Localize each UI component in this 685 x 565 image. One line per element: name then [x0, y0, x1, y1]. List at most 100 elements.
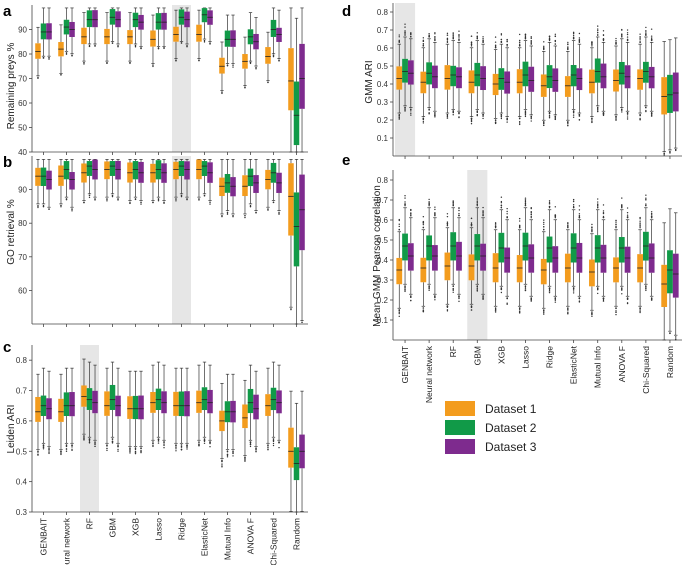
outlier-point: [494, 44, 497, 46]
box-e-lasso-dataset-1: [516, 217, 523, 314]
outlier-point: [626, 207, 629, 209]
box-body: [132, 161, 139, 180]
outlier-point: [543, 312, 545, 314]
outlier-point: [249, 443, 252, 446]
outlier-point: [482, 39, 484, 41]
box-body: [242, 175, 248, 197]
outlier-point: [650, 215, 653, 217]
outlier-point: [446, 224, 449, 226]
box-body: [594, 235, 601, 263]
outlier-point: [470, 45, 473, 47]
outlier-point: [482, 295, 484, 297]
outlier-point: [626, 216, 629, 218]
outlier-point: [404, 201, 406, 203]
box-b-gbm-dataset-1: [104, 159, 110, 202]
outlier-point: [278, 213, 280, 215]
outlier-point: [422, 223, 425, 226]
outlier-point: [37, 451, 39, 453]
outlier-point: [500, 117, 503, 120]
outlier-point: [404, 109, 406, 111]
outlier-point: [175, 446, 177, 449]
outlier-point: [518, 122, 521, 124]
outlier-point: [554, 43, 557, 45]
y-tick-label: 0.4: [377, 256, 389, 265]
x-tick-label: Lasso: [154, 518, 164, 541]
outlier-point: [675, 149, 677, 151]
box-b-xgb-dataset-3: [138, 159, 144, 205]
outlier-point: [650, 28, 653, 30]
outlier-point: [476, 288, 478, 290]
outlier-point: [572, 34, 575, 37]
outlier-point: [134, 448, 137, 451]
outlier-point: [88, 440, 91, 442]
outlier-point: [530, 217, 532, 219]
box-d-mutual-info-dataset-1: [589, 41, 595, 124]
outlier-point: [209, 442, 211, 444]
box-b-lasso-dataset-2: [155, 159, 162, 202]
outlier-point: [404, 33, 406, 35]
y-tick-label: 70: [18, 253, 27, 262]
box-d-anova-f-dataset-3: [624, 29, 631, 120]
outlier-point: [530, 36, 532, 38]
outlier-point: [597, 287, 599, 289]
outlier-point: [626, 39, 629, 42]
box-d-rf-dataset-1: [444, 32, 451, 119]
panel-c-y-axis-title: Leiden ARI: [6, 405, 17, 454]
outlier-point: [602, 300, 605, 302]
outlier-point: [663, 152, 665, 155]
outlier-point: [572, 110, 575, 112]
box-body: [600, 244, 607, 273]
outlier-point: [548, 290, 551, 292]
box-b-anova-f-dataset-3: [253, 159, 259, 214]
outlier-point: [94, 442, 96, 444]
outlier-point: [621, 206, 623, 209]
y-tick-label: 0.5: [377, 236, 389, 245]
outlier-point: [524, 111, 527, 114]
outlier-point: [60, 206, 62, 208]
outlier-point: [500, 202, 503, 204]
outlier-point: [543, 46, 545, 49]
outlier-point: [106, 200, 108, 202]
outlier-point: [255, 451, 257, 453]
box-d-lasso-dataset-2: [522, 33, 529, 118]
outlier-point: [106, 445, 108, 447]
box-a-random-dataset-1: [288, 7, 294, 153]
outlier-point: [71, 55, 73, 57]
outlier-point: [129, 449, 131, 451]
outlier-point: [530, 211, 532, 214]
x-tick-label: RF: [85, 518, 95, 529]
box-e-genbait-dataset-1: [396, 218, 403, 318]
box-e-anova-f-dataset-3: [624, 207, 631, 305]
outlier-point: [186, 46, 188, 48]
outlier-point: [645, 30, 647, 32]
outlier-point: [244, 216, 246, 219]
outlier-point: [591, 313, 593, 316]
box-plot-layer: 40 50 60 70 80 90 60 70 80 90 0.3 0.4 0.5 0.6 0.7 0.8 GE…: [16, 3, 682, 565]
outlier-point: [106, 62, 108, 65]
outlier-point: [404, 288, 406, 291]
outlier-point: [272, 55, 275, 58]
box-a-anova-f-dataset-1: [242, 36, 248, 89]
outlier-point: [524, 115, 527, 118]
box-body: [426, 235, 433, 261]
box-e-mutual-info-dataset-3: [600, 204, 607, 302]
outlier-point: [175, 60, 177, 62]
outlier-point: [398, 309, 400, 311]
outlier-point: [117, 46, 119, 48]
box-a-gbm-dataset-2: [109, 7, 116, 44]
outlier-point: [615, 223, 617, 225]
outlier-point: [548, 117, 551, 119]
y-tick-label: 0.8: [377, 8, 389, 17]
box-body: [522, 61, 529, 87]
box-e-gbm-dataset-1: [468, 217, 475, 311]
outlier-point: [117, 450, 119, 452]
box-c-ridge-dataset-1: [173, 367, 179, 452]
outlier-point: [494, 226, 497, 228]
outlier-point: [518, 308, 521, 311]
outlier-point: [434, 295, 436, 297]
box-body: [173, 391, 179, 416]
box-body: [69, 392, 75, 417]
y-tick-label: 0.6: [16, 417, 28, 426]
outlier-point: [500, 33, 503, 35]
outlier-point: [639, 308, 641, 310]
